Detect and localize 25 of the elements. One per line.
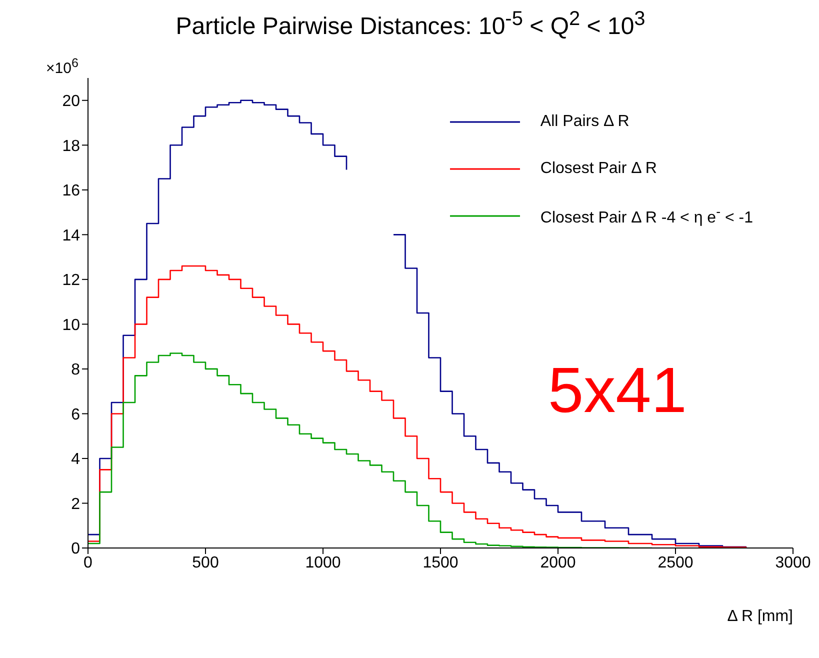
y-tick-label: 8 xyxy=(71,362,80,379)
x-tick-label: 1000 xyxy=(305,554,341,572)
chart-title: Particle Pairwise Distances: 10$^{-5}$ < Q$^{2}$ < 10$^{3}$ xyxy=(176,8,646,40)
y-tick-label: 14 xyxy=(62,227,80,244)
y-tick-label: 0 xyxy=(71,540,80,558)
legend-label: Closest Pair Δ R xyxy=(540,160,657,178)
x-tick-label: 3000 xyxy=(775,554,811,572)
x-tick-label: 2500 xyxy=(658,554,694,572)
y-tick-label: 2 xyxy=(71,496,80,513)
x-tick-label: 1500 xyxy=(422,554,458,572)
y-tick-label: 18 xyxy=(62,138,80,155)
legend-label: Closest Pair Δ R -4 < η e$^{-}$ < -1 xyxy=(540,204,753,228)
x-tick-label: 0 xyxy=(84,554,93,572)
y-tick-label: 10 xyxy=(62,316,80,334)
y-tick-label: 4 xyxy=(71,451,80,468)
text: ×10$^{6}$ xyxy=(46,56,78,77)
x-axis-title: Δ R [mm] xyxy=(727,608,793,625)
x-tick-label: 2000 xyxy=(540,554,576,572)
annotation: 5x41 xyxy=(548,354,687,426)
x-tick-label: 500 xyxy=(192,554,219,572)
y-tick-label: 16 xyxy=(62,182,80,200)
legend-label: All Pairs Δ R xyxy=(540,112,630,130)
y-tick-label: 12 xyxy=(62,272,80,290)
y-tick-label: 6 xyxy=(71,406,80,424)
y-tick-label: 20 xyxy=(62,93,80,110)
